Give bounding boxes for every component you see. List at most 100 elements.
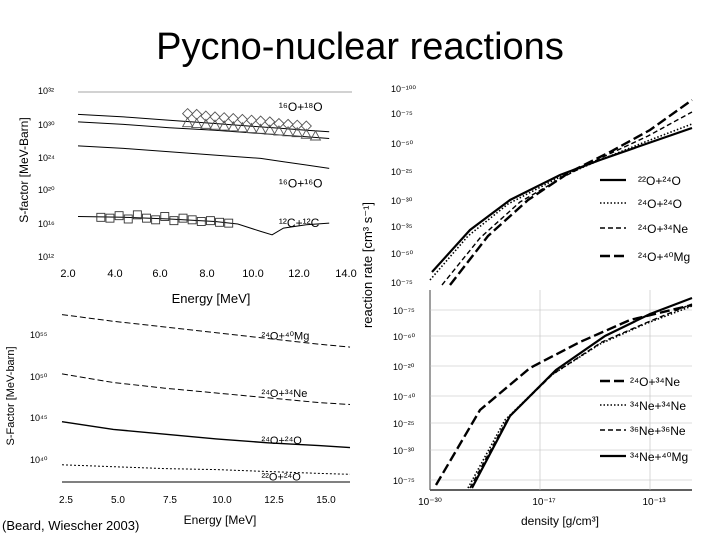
square-marker: [123, 214, 133, 224]
series-line: [77, 145, 330, 169]
series-line: [431, 126, 693, 273]
x-axis-label: density [g/cm³]: [521, 514, 599, 528]
y-tick-label: 10³²: [38, 86, 54, 96]
legend-label: ²⁴O+²⁴O: [638, 197, 682, 211]
diamond-marker: [264, 116, 276, 128]
y-tick-label: 10²⁰: [38, 185, 55, 195]
y-tick-label: 10⁻⁷⁵: [393, 306, 415, 316]
series-annotation: ²²O+²⁴O: [262, 471, 302, 483]
series-line: [441, 111, 693, 286]
triangle-marker: [291, 126, 303, 138]
square-marker: [142, 213, 151, 223]
series-line: [429, 123, 693, 281]
y-tick-label: 10⁻²⁰: [393, 362, 415, 372]
y-tick-label: 10⁻⁵⁰: [391, 249, 413, 259]
x-tick-label: 10⁻¹³: [642, 497, 666, 508]
x-tick-label: 4.0: [107, 268, 122, 280]
legend-label: ³⁴Ne+⁴⁰Mg: [630, 450, 688, 464]
y-tick-label: 10⁻⁷⁵: [391, 278, 413, 288]
y-tick-label: 10⁻⁷⁵: [391, 109, 413, 119]
series-line: [77, 113, 330, 133]
triangle-marker: [218, 120, 230, 131]
y-axis-label: S-factor [MeV-Barn]: [17, 117, 31, 222]
legend-label: ²⁴O+³⁴Ne: [630, 375, 680, 389]
series-annotation: ¹⁶O+¹⁸O: [279, 100, 323, 114]
diamond-marker: [291, 119, 303, 131]
diamond-marker: [255, 115, 267, 127]
series-annotation: ¹²C+¹²C: [279, 216, 320, 230]
triangle-marker: [264, 124, 276, 135]
series-line: [61, 421, 351, 449]
series-annotation: ²⁴O+⁴⁰Mg: [262, 331, 310, 343]
diamond-marker: [227, 112, 239, 125]
y-tick-label: 10³⁰: [38, 120, 55, 130]
legend-label: ³⁴Ne+³⁴Ne: [630, 399, 686, 413]
series-annotation: ²⁴O+²⁴O: [262, 435, 303, 447]
triangle-marker: [309, 130, 322, 141]
triangle-marker: [190, 117, 203, 128]
x-tick-label: 2.5: [59, 495, 73, 506]
diamond-marker: [209, 111, 221, 123]
x-tick-label: 10.0: [212, 495, 232, 506]
x-tick-label: 12.5: [264, 495, 284, 506]
square-marker: [178, 213, 188, 223]
triangle-marker: [282, 125, 294, 137]
x-tick-label: 7.5: [163, 495, 177, 506]
y-tick-label: 10⁻²⁵: [391, 167, 413, 177]
series-line: [77, 216, 330, 236]
y-tick-label: 10⁵⁰: [30, 372, 48, 382]
x-tick-label: 6.0: [152, 268, 167, 280]
y-tick-label: 10⁻⁶⁰: [393, 332, 415, 342]
series-line: [61, 373, 351, 405]
square-marker: [196, 217, 206, 226]
y-tick-label: 10⁻³⁰: [391, 196, 413, 206]
y-tick-label: 10¹⁶: [38, 219, 55, 229]
y-axis-label: S-Factor [MeV-barn]: [5, 346, 17, 445]
square-marker: [187, 215, 197, 225]
y-tick-label: 10¹²: [38, 252, 54, 262]
square-marker: [224, 218, 234, 228]
series-line: [61, 314, 351, 348]
triangle-marker: [300, 128, 313, 139]
triangle-marker: [245, 122, 258, 133]
x-axis-label: Energy [MeV]: [172, 291, 251, 306]
square-marker: [205, 216, 215, 226]
diamond-marker: [245, 114, 258, 126]
y-tick-label: 10⁻²⁵: [393, 419, 415, 429]
page-title: Pycno-nuclear reactions: [156, 26, 564, 68]
square-marker: [96, 212, 106, 222]
y-tick-label: 10⁻⁷⁵: [393, 476, 415, 486]
triangle-marker: [200, 118, 212, 129]
square-marker: [114, 211, 124, 221]
x-tick-label: 14.0: [335, 268, 356, 280]
legend-label: ²⁴O+⁴⁰Mg: [638, 250, 690, 264]
y-tick-label: 10⁴⁵: [30, 413, 48, 423]
legend-label: ²²O+²⁴O: [638, 174, 681, 188]
series-annotation: ¹⁶O+¹⁶O: [279, 176, 323, 190]
x-tick-label: 2.0: [60, 268, 75, 280]
diamond-marker: [236, 113, 249, 126]
x-tick-label: 10⁻³⁰: [418, 497, 442, 508]
x-tick-label: 12.0: [288, 268, 309, 280]
square-marker: [132, 210, 142, 220]
x-tick-label: 5.0: [111, 495, 125, 506]
diamond-marker: [218, 112, 230, 124]
square-marker: [160, 212, 170, 221]
x-tick-label: 10.0: [242, 268, 263, 280]
square-marker: [151, 215, 161, 225]
citation: (Beard, Wiescher 2003): [2, 518, 140, 533]
square-marker: [105, 213, 115, 223]
triangle-marker: [181, 116, 194, 128]
triangle-marker: [227, 120, 240, 132]
x-axis-label: Energy [MeV]: [184, 513, 257, 527]
diamond-marker: [200, 110, 212, 122]
series-line: [434, 303, 693, 486]
diamond-marker: [282, 118, 294, 131]
x-tick-label: 8.0: [199, 268, 214, 280]
y-tick-label: 10⁻³⁰: [393, 446, 415, 456]
diamond-marker: [273, 117, 285, 130]
triangle-marker: [254, 123, 267, 134]
square-marker: [169, 216, 179, 226]
y-tick-label: 10²⁴: [38, 153, 55, 163]
